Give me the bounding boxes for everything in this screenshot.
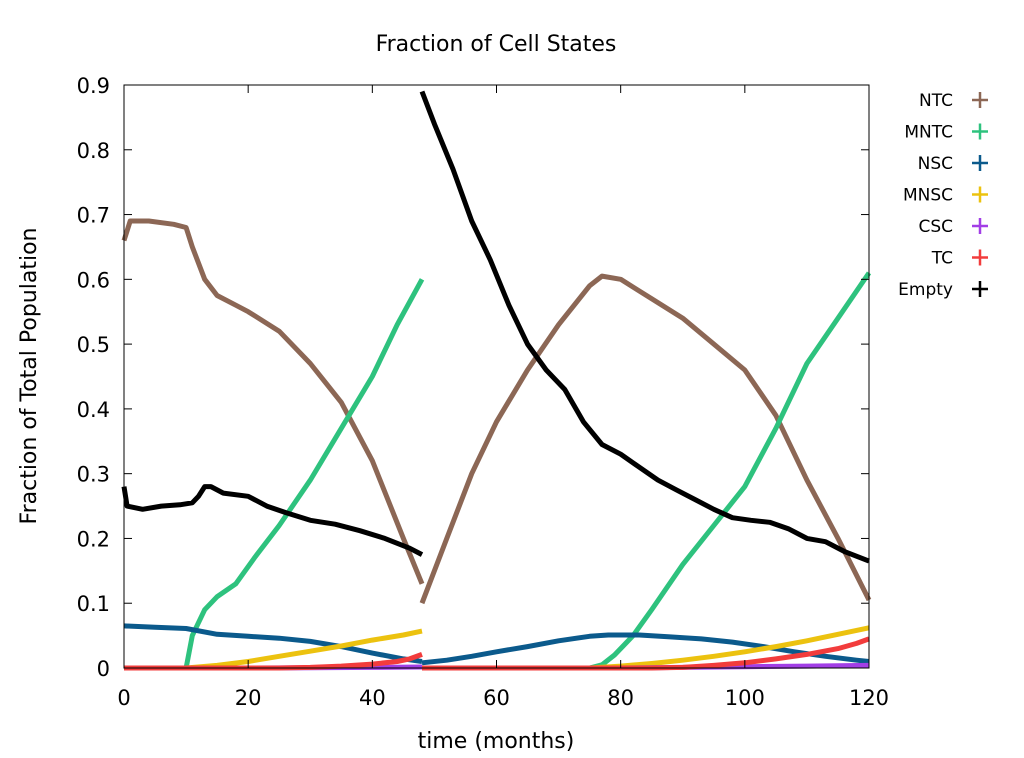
y-tick-label: 0.7 [77, 204, 110, 228]
series-empty-segment-2 [419, 90, 870, 564]
y-tick-label: 0.1 [77, 592, 110, 616]
tick-layer: 0 20 40 60 80 100 120 0 0.1 0.2 0.3 0.4 0.5 0.6 0.7 0.8… [77, 74, 889, 710]
series-nsc-segment-2 [421, 632, 870, 666]
series-ntc-segment-1 [121, 218, 425, 585]
x-axis-label: time (months) [418, 729, 575, 754]
legend-label-csc: CSC [918, 217, 953, 237]
x-tick-label: 0 [117, 686, 130, 710]
y-tick-label: 0.4 [77, 398, 110, 422]
y-axis-label: Fraction of Total Population [17, 228, 42, 525]
legend-label-nsc: NSC [918, 154, 953, 174]
legend-marker-ntc [972, 92, 988, 108]
legend-marker-nsc [972, 155, 988, 171]
series-layer [121, 90, 872, 671]
x-tick-label: 100 [725, 686, 765, 710]
x-tick-label: 60 [483, 686, 510, 710]
x-tick-label: 120 [849, 686, 889, 710]
legend-marker-mnsc [972, 186, 988, 203]
y-tick-label: 0.6 [77, 268, 110, 292]
legend-label-ntc: NTC [919, 91, 953, 111]
legend-label-empty: Empty [898, 280, 953, 300]
y-tick-label: 0.2 [77, 527, 110, 551]
x-tick-label: 80 [607, 686, 634, 710]
legend-marker-empty [972, 281, 988, 297]
series-empty-segment-1 [121, 484, 424, 557]
legend-label-mntc: MNTC [904, 123, 953, 143]
legend-marker-mntc [972, 123, 988, 140]
y-tick-label: 0.3 [77, 463, 110, 487]
legend-label-mnsc: MNSC [903, 186, 953, 206]
x-tick-label: 40 [359, 686, 386, 710]
legend: NTC MNTC NSC MNSC CSC TC Empty [898, 91, 988, 300]
legend-marker-csc [972, 218, 988, 234]
y-tick-label: 0 [97, 657, 110, 681]
legend-label-tc: TC [931, 249, 953, 269]
y-tick-label: 0.5 [77, 333, 110, 357]
x-tick-label: 20 [235, 686, 262, 710]
y-tick-label: 0.9 [77, 74, 110, 98]
chart-title: Fraction of Cell States [376, 32, 617, 57]
series-ntc-segment-2 [419, 273, 872, 605]
series-mntc-segment-1 [183, 278, 425, 669]
legend-marker-tc [972, 249, 988, 266]
y-tick-label: 0.8 [77, 139, 110, 163]
series-nsc-segment-1 [123, 623, 423, 664]
series-mnsc-segment-1 [185, 628, 423, 671]
